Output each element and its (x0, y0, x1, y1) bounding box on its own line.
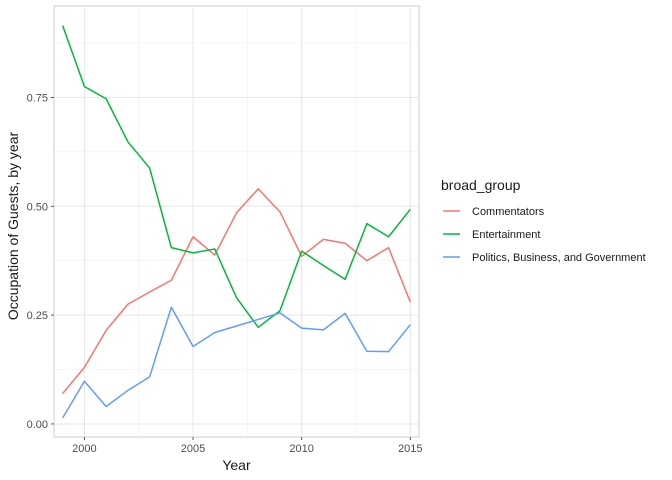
y-tick-label: 0.75 (27, 92, 48, 104)
series-line-entertainment (61, 25, 411, 329)
plot-panel (53, 5, 420, 438)
legend: broad_group Commentators Entertainment Pol… (441, 177, 646, 264)
panel-background (54, 6, 419, 437)
y-tick-label: 0.25 (27, 310, 48, 322)
y-tick-label: 0.50 (27, 201, 48, 213)
legend-label-politics-business-and-government: Politics, Business, and Government (472, 252, 646, 264)
x-tick-label: 2005 (181, 443, 205, 455)
grid-lines (54, 6, 419, 437)
y-tick-label: 0.00 (27, 419, 48, 431)
axes: 2000 2005 2010 2015 0.00 0.25 0.50 0.75 (27, 92, 423, 455)
x-tick-label: 2010 (289, 443, 313, 455)
series-lines (61, 25, 412, 419)
x-axis-title: Year (222, 457, 251, 473)
legend-title: broad_group (441, 177, 521, 193)
series-line-commentators (62, 188, 412, 394)
legend-label-entertainment: Entertainment (472, 229, 540, 241)
legend-items: Commentators Entertainment Politics, Busin… (443, 206, 646, 264)
x-tick-label: 2015 (398, 443, 422, 455)
x-tick-label: 2000 (72, 443, 96, 455)
legend-label-commentators: Commentators (472, 206, 545, 218)
y-axis-title: Occupation of Guests, by year (5, 132, 21, 321)
series-line-politics-business-and-government (62, 306, 411, 419)
panel-border (53, 5, 420, 438)
